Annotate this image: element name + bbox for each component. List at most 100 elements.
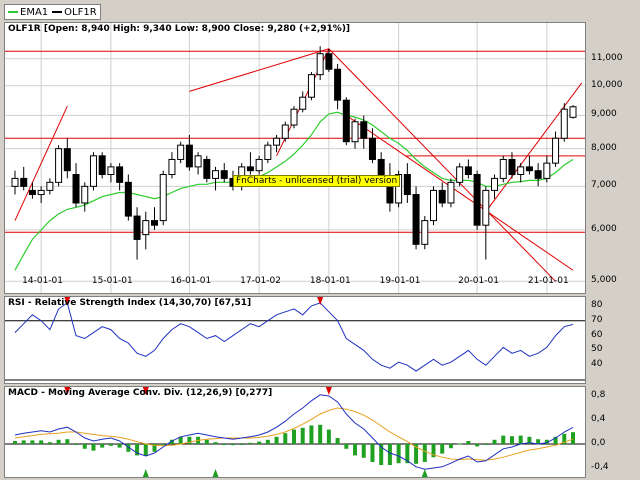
candle-body bbox=[438, 189, 446, 204]
price-title: OLF1R [Open: 8,940 High: 9,340 Low: 8,90… bbox=[8, 24, 351, 34]
candle-body bbox=[194, 155, 202, 168]
macd-histogram-bar bbox=[300, 427, 305, 444]
macd-signal-line bbox=[14, 407, 574, 461]
macd-histogram-bar bbox=[82, 444, 87, 449]
macd-histogram-bar bbox=[65, 439, 70, 444]
price-y-axis: 11,000 10,000 9,000 8,000 7,000 6,000 5,000 bbox=[587, 22, 640, 294]
macd-tick-label: 0,4 bbox=[591, 414, 606, 424]
candle-body bbox=[11, 177, 19, 187]
macd-histogram-bar bbox=[21, 440, 26, 444]
sell-signal-marker bbox=[64, 297, 71, 305]
price-tick-label: 9,000 bbox=[591, 109, 617, 120]
macd-histogram-bar bbox=[47, 442, 52, 444]
macd-y-axis: 0,8 0,4 0,0 -0,4 bbox=[587, 386, 640, 478]
candle-body bbox=[403, 174, 411, 196]
date-tick-label: 19-01-01 bbox=[379, 276, 421, 286]
rsi-panel[interactable]: RSI - Relative Strength Index (14,30,70)… bbox=[4, 296, 586, 384]
macd-histogram-bar bbox=[544, 439, 549, 444]
candle-body bbox=[159, 174, 167, 222]
macd-histogram-bar bbox=[178, 436, 183, 444]
rsi-tick-label: 60 bbox=[591, 329, 603, 340]
macd-buy-marker bbox=[212, 469, 219, 477]
candle-body bbox=[334, 68, 342, 101]
price-panel[interactable]: OLF1R [Open: 8,940 High: 9,340 Low: 8,90… bbox=[4, 22, 586, 294]
macd-histogram-bar bbox=[387, 444, 392, 465]
rsi-tick-label: 70 bbox=[591, 314, 603, 325]
macd-buy-marker bbox=[421, 469, 428, 477]
candle-body bbox=[290, 108, 298, 126]
candle-body bbox=[37, 189, 45, 196]
macd-sell-marker bbox=[64, 387, 71, 395]
candle-body bbox=[107, 166, 115, 176]
macd-histogram-bar bbox=[405, 444, 410, 464]
macd-histogram-bar bbox=[536, 439, 541, 444]
trend-line bbox=[485, 82, 583, 212]
macd-sell-marker bbox=[325, 387, 332, 395]
candle-body bbox=[168, 158, 176, 176]
candle-body bbox=[430, 189, 437, 222]
macd-histogram-bar bbox=[204, 439, 209, 444]
macd-histogram-bar bbox=[396, 444, 401, 464]
macd-histogram-bar bbox=[422, 444, 427, 462]
candle-body bbox=[395, 174, 403, 204]
rsi-tick-label: 50 bbox=[591, 344, 603, 355]
macd-histogram-bar bbox=[213, 442, 218, 444]
candle-body bbox=[421, 220, 429, 245]
candle-body bbox=[81, 185, 89, 204]
candle-body bbox=[151, 220, 158, 226]
candle-body bbox=[177, 144, 185, 160]
date-tick-label: 20-01-01 bbox=[458, 276, 499, 286]
date-tick-label: 17-01-02 bbox=[240, 276, 281, 286]
legend-item-ema[interactable]: EMA1 bbox=[8, 7, 48, 18]
macd-line bbox=[14, 394, 574, 470]
legend-item-price[interactable]: OLF1R bbox=[52, 7, 97, 18]
candle-body bbox=[281, 124, 289, 139]
rsi-title: RSI - Relative Strength Index (14,30,70)… bbox=[8, 298, 252, 308]
macd-histogram-bar bbox=[265, 439, 270, 444]
macd-histogram-bar bbox=[13, 441, 17, 444]
candle-body bbox=[299, 96, 307, 110]
macd-buy-marker bbox=[142, 469, 149, 477]
price-tick-label: 6,000 bbox=[591, 223, 617, 234]
price-swatch bbox=[52, 10, 63, 13]
candle-body bbox=[46, 181, 54, 191]
macd-histogram-bar bbox=[527, 436, 532, 444]
macd-histogram-bar bbox=[152, 444, 157, 452]
candle-body bbox=[212, 170, 220, 179]
candle-body bbox=[55, 148, 63, 183]
candle-body bbox=[72, 174, 80, 204]
price-plot bbox=[5, 23, 585, 293]
macd-tick-label: -0,4 bbox=[591, 462, 609, 472]
trial-watermark: FnCharts - unlicensed (trial) version bbox=[233, 175, 401, 187]
macd-panel[interactable]: MACD - Moving Average Conv. Div. (12,26,… bbox=[4, 386, 586, 478]
candle-body bbox=[508, 158, 516, 176]
candle-body bbox=[63, 148, 71, 172]
macd-histogram-bar bbox=[414, 444, 419, 464]
macd-histogram-bar bbox=[562, 433, 567, 444]
candle-body bbox=[133, 215, 141, 240]
macd-histogram-bar bbox=[161, 444, 166, 446]
macd-histogram-bar bbox=[108, 444, 113, 446]
candle-body bbox=[560, 108, 568, 139]
candle-body bbox=[534, 170, 542, 179]
macd-histogram-bar bbox=[344, 444, 349, 449]
macd-histogram-bar bbox=[39, 440, 44, 444]
rsi-tick-label: 40 bbox=[591, 359, 603, 370]
macd-histogram-bar bbox=[553, 436, 558, 444]
candle-body bbox=[307, 74, 315, 98]
ema-swatch bbox=[8, 10, 18, 13]
price-tick-label: 8,000 bbox=[591, 142, 617, 153]
rsi-y-axis: 80 70 60 50 40 bbox=[587, 296, 640, 384]
trend-line bbox=[189, 48, 330, 92]
candle-body bbox=[342, 99, 350, 143]
candle-body bbox=[246, 166, 254, 172]
date-tick-label: 15-01-01 bbox=[91, 276, 133, 286]
candle-body bbox=[316, 53, 324, 76]
candle-body bbox=[89, 155, 97, 187]
candle-body bbox=[368, 137, 376, 160]
date-tick-label: 16-01-01 bbox=[170, 276, 212, 286]
macd-tick-label: 0,8 bbox=[591, 390, 606, 400]
macd-histogram-bar bbox=[318, 424, 323, 444]
date-axis: 14-01-01 15-01-01 16-01-01 17-01-02 18-01-01… bbox=[4, 276, 586, 292]
candle-body bbox=[203, 158, 211, 179]
